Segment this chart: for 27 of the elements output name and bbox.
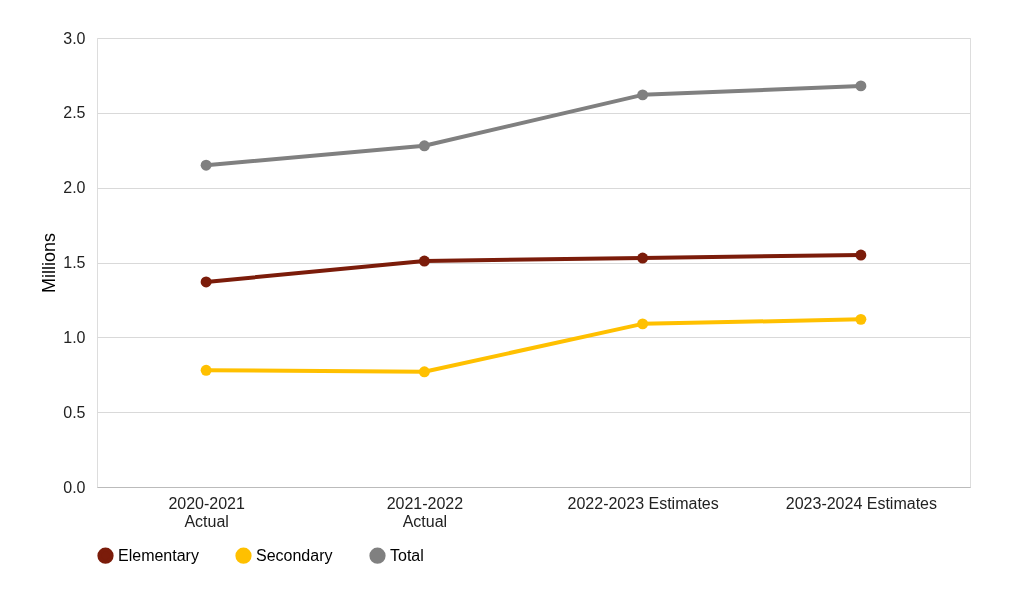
legend-label: Total bbox=[390, 546, 424, 564]
point bbox=[418, 255, 430, 267]
y-axis-title: Millions bbox=[39, 232, 60, 294]
legend-label: Elementary bbox=[118, 546, 199, 564]
y-tick-label: 2.5 bbox=[63, 104, 86, 122]
point bbox=[637, 89, 649, 101]
y-tick-label: 0.5 bbox=[63, 403, 86, 421]
point bbox=[200, 276, 212, 288]
point bbox=[855, 313, 867, 325]
x-tick-label: 2020-2021 Actual bbox=[168, 494, 245, 530]
point bbox=[637, 318, 649, 330]
point bbox=[637, 252, 649, 264]
point bbox=[200, 159, 212, 171]
point bbox=[855, 249, 867, 261]
point bbox=[855, 80, 867, 92]
x-tick-label: 2021-2022 Actual bbox=[386, 494, 464, 530]
point bbox=[418, 140, 430, 152]
y-tick-label: 1.5 bbox=[63, 254, 86, 271]
legend-label: Secondary bbox=[256, 546, 333, 564]
y-tick-label: 1.0 bbox=[63, 328, 86, 346]
x-tick-label: 2023-2024 Estimates bbox=[785, 494, 937, 512]
y-tick-label: 0.0 bbox=[63, 478, 86, 496]
y-tick-label: 2.0 bbox=[63, 179, 86, 197]
x-tick-label: 2022-2023 Estimates bbox=[567, 494, 719, 512]
point bbox=[418, 366, 430, 378]
y-tick-label: 3.0 bbox=[63, 29, 86, 47]
point bbox=[200, 364, 212, 376]
